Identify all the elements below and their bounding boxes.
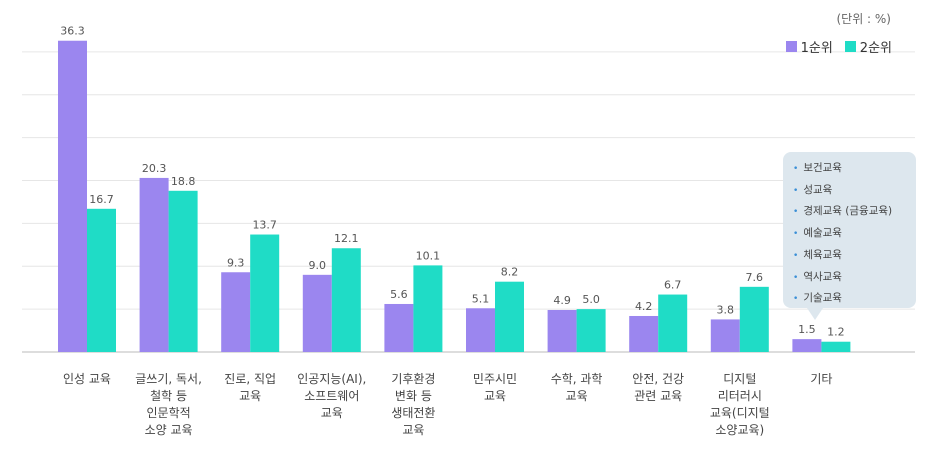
value-label-rank2: 18.8 xyxy=(171,175,196,188)
value-label-rank1: 4.9 xyxy=(553,294,571,307)
bar-rank1 xyxy=(302,274,332,352)
value-label-rank2: 6.7 xyxy=(664,279,682,292)
bar-rank2 xyxy=(168,190,198,352)
value-label-rank2: 5.0 xyxy=(582,293,600,306)
legend-label-rank1: 1순위 xyxy=(800,41,833,56)
legend-swatch-rank2 xyxy=(844,41,856,52)
bullet-icon: • xyxy=(793,250,799,261)
x-tick-label: 안전, 건강 xyxy=(632,372,684,386)
bullet-icon: • xyxy=(793,207,799,218)
value-label-rank2: 1.2 xyxy=(827,326,845,339)
bar-rank2 xyxy=(331,248,361,352)
callout-item: • 역사교육 xyxy=(793,267,916,289)
bar-rank2 xyxy=(250,234,280,352)
x-tick-label: 교육 xyxy=(239,389,261,403)
legend-item-rank2: 2순위 xyxy=(844,37,892,56)
x-tick-label: 생태전환 xyxy=(391,406,435,420)
callout-item: • 경제교육 (금융교육) xyxy=(793,201,916,223)
x-tick-label: 소양교육) xyxy=(715,423,764,437)
x-tick-label: 철학 등 xyxy=(150,389,187,403)
legend-swatch-rank1 xyxy=(785,41,797,52)
callout-item-text: 체육교육 xyxy=(803,248,842,261)
unit-label: (단위 : %) xyxy=(836,12,891,26)
x-tick-label: 수학, 과학 xyxy=(551,372,603,386)
value-label-rank2: 10.1 xyxy=(416,249,441,262)
bar-rank2 xyxy=(658,294,688,352)
value-label-rank2: 16.7 xyxy=(89,193,114,206)
x-tick-label: 소양 교육 xyxy=(145,423,193,437)
value-label-rank1: 5.1 xyxy=(472,292,490,305)
callout-item: • 예술교육 xyxy=(793,223,916,245)
callout-item-text: 예술교육 xyxy=(803,227,842,240)
bar-rank2 xyxy=(413,265,443,352)
value-label-rank1: 3.8 xyxy=(717,303,735,316)
x-tick-label: 인성 교육 xyxy=(63,372,111,386)
value-label-rank1: 20.3 xyxy=(142,162,167,175)
x-tick-label: 글쓰기, 독서, xyxy=(135,372,202,386)
x-tick-label: 인공지능(AI), xyxy=(297,372,366,386)
bar-rank1 xyxy=(139,177,169,352)
value-label-rank2: 7.6 xyxy=(746,271,764,284)
callout-item: • 체육교육 xyxy=(793,245,916,267)
bar-rank1 xyxy=(710,319,740,352)
bullet-icon: • xyxy=(793,229,799,240)
x-tick-label: 진로, 직업 xyxy=(224,372,276,386)
bullet-icon: • xyxy=(793,185,799,196)
bar-rank1 xyxy=(466,308,495,352)
value-label-rank1: 9.0 xyxy=(309,259,327,272)
bar-rank1 xyxy=(221,272,251,352)
x-tick-label: 소프트웨어 xyxy=(304,389,359,403)
bar-rank2 xyxy=(739,286,769,352)
x-tick-label: 기후환경 xyxy=(391,372,435,386)
value-label-rank1: 4.2 xyxy=(635,300,653,313)
legend-label-rank2: 2순위 xyxy=(859,41,892,56)
value-label-rank2: 12.1 xyxy=(334,232,359,245)
x-tick-label: 관련 교육 xyxy=(634,389,682,403)
legend-item-rank1: 1순위 xyxy=(785,37,833,56)
x-tick-label: 교육 xyxy=(484,389,506,403)
x-tick-label: 리터러시 xyxy=(718,389,762,403)
x-tick-label: 변화 등 xyxy=(395,389,432,403)
other-items-callout: • 보건교육 • 성교육 • 경제교육 (금융교육) • 예술교육 • 체육교육 • 역사교… xyxy=(783,152,916,320)
x-tick-label: 기타 xyxy=(810,372,832,386)
bar-rank2 xyxy=(821,341,851,352)
value-label-rank1: 5.6 xyxy=(390,288,408,301)
bullet-icon: • xyxy=(793,294,799,305)
callout-item-text: 역사교육 xyxy=(803,270,842,283)
value-label-rank2: 8.2 xyxy=(501,266,519,279)
bullet-icon: • xyxy=(793,164,799,174)
bar-rank2 xyxy=(576,309,606,352)
callout-item: • 보건교육 xyxy=(793,158,916,180)
bar-rank1 xyxy=(384,303,414,352)
callout-item: • 성교육 xyxy=(793,180,916,202)
callout-item-text: 기술교육 xyxy=(803,292,842,305)
callout-item-text: 성교육 xyxy=(803,183,833,196)
x-tick-label: 민주시민 xyxy=(473,372,517,386)
x-tick-label: 디지털 xyxy=(723,372,756,386)
bar-rank1 xyxy=(629,315,659,352)
x-tick-label: 인문학적 xyxy=(147,406,191,420)
callout-item-text: 경제교육 (금융교육) xyxy=(803,205,893,218)
bar-rank2 xyxy=(87,208,116,352)
bar-rank2 xyxy=(495,281,524,352)
value-label-rank1: 36.3 xyxy=(60,25,85,38)
x-tick-label: 교육 xyxy=(566,389,588,403)
x-tick-label: 교육(디지털 xyxy=(710,406,770,420)
bar-rank1 xyxy=(547,309,577,352)
value-label-rank1: 1.5 xyxy=(798,323,816,336)
value-label-rank2: 13.7 xyxy=(252,219,277,232)
bar-rank1 xyxy=(58,40,87,352)
callout-item: • 기술교육 xyxy=(793,288,916,310)
x-tick-label: 교육 xyxy=(402,423,424,437)
legend: 1순위 2순위 xyxy=(785,37,892,56)
bar-rank1 xyxy=(792,339,822,352)
callout-item-text: 보건교육 xyxy=(803,162,842,174)
bullet-icon: • xyxy=(793,272,799,283)
x-tick-label: 교육 xyxy=(321,406,343,420)
value-label-rank1: 9.3 xyxy=(227,256,245,269)
